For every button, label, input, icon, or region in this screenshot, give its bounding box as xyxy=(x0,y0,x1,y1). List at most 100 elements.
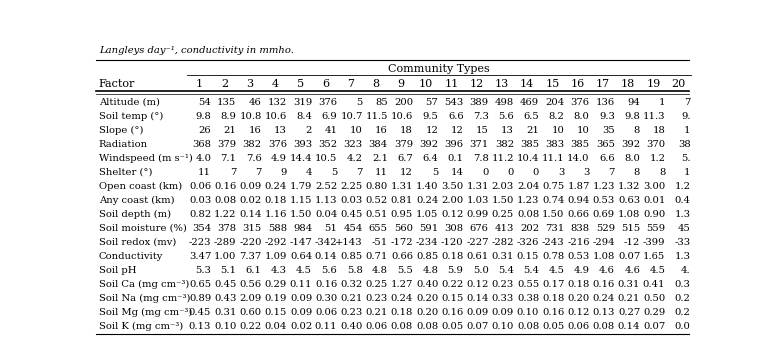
Text: 984: 984 xyxy=(293,224,312,233)
Text: 3: 3 xyxy=(246,79,254,89)
Text: 3.50: 3.50 xyxy=(441,182,463,191)
Text: 1.31: 1.31 xyxy=(466,182,489,191)
Text: 0.17: 0.17 xyxy=(542,280,565,289)
Text: 5.4: 5.4 xyxy=(498,266,514,275)
Text: 1.08: 1.08 xyxy=(617,210,640,219)
Text: 0.27: 0.27 xyxy=(618,308,640,317)
Text: 4.5: 4.5 xyxy=(650,266,666,275)
Text: 0.05: 0.05 xyxy=(441,322,463,331)
Text: 0.10: 0.10 xyxy=(492,322,514,331)
Text: 413: 413 xyxy=(495,224,514,233)
Text: 13: 13 xyxy=(274,126,287,135)
Text: 0.22: 0.22 xyxy=(240,322,262,331)
Text: 0.18: 0.18 xyxy=(391,308,413,317)
Text: 0.15: 0.15 xyxy=(441,294,463,303)
Text: 7.37: 7.37 xyxy=(240,252,262,261)
Text: 11.5: 11.5 xyxy=(365,112,388,121)
Text: 19: 19 xyxy=(647,79,660,89)
Text: 0.41: 0.41 xyxy=(643,280,666,289)
Text: 1.3: 1.3 xyxy=(675,210,691,219)
Text: 11.1: 11.1 xyxy=(542,154,565,163)
Text: 3: 3 xyxy=(583,168,590,177)
Text: 200: 200 xyxy=(394,98,413,107)
Text: 0.38: 0.38 xyxy=(517,294,539,303)
Text: 0.08: 0.08 xyxy=(214,196,237,205)
Text: 8: 8 xyxy=(659,168,666,177)
Text: 6.9: 6.9 xyxy=(322,112,337,121)
Text: 2.25: 2.25 xyxy=(340,182,362,191)
Text: 10.4: 10.4 xyxy=(517,154,539,163)
Text: 6.1: 6.1 xyxy=(246,266,262,275)
Text: 0.09: 0.09 xyxy=(492,308,514,317)
Text: 0.29: 0.29 xyxy=(643,308,666,317)
Text: 51: 51 xyxy=(325,224,337,233)
Text: 0.23: 0.23 xyxy=(365,294,388,303)
Text: 0.21: 0.21 xyxy=(365,308,388,317)
Text: 0.07: 0.07 xyxy=(466,322,489,331)
Text: -220: -220 xyxy=(239,238,262,247)
Text: 0.18: 0.18 xyxy=(264,196,287,205)
Text: 396: 396 xyxy=(444,140,463,149)
Text: 5.8: 5.8 xyxy=(347,266,362,275)
Text: -234: -234 xyxy=(416,238,438,247)
Text: 0.08: 0.08 xyxy=(416,322,438,331)
Text: -243: -243 xyxy=(542,238,565,247)
Text: 2.00: 2.00 xyxy=(441,196,463,205)
Text: 0.03: 0.03 xyxy=(340,196,362,205)
Text: 41: 41 xyxy=(324,126,337,135)
Text: 46: 46 xyxy=(249,98,262,107)
Text: 7.6: 7.6 xyxy=(246,154,262,163)
Text: Soil Ca (mg cm⁻³): Soil Ca (mg cm⁻³) xyxy=(99,280,189,289)
Text: 12: 12 xyxy=(425,126,438,135)
Text: 8.9: 8.9 xyxy=(221,112,237,121)
Text: 2.09: 2.09 xyxy=(240,294,262,303)
Text: 376: 376 xyxy=(268,140,287,149)
Text: 0.65: 0.65 xyxy=(189,280,211,289)
Text: 0.80: 0.80 xyxy=(365,182,388,191)
Text: 0.69: 0.69 xyxy=(593,210,615,219)
Text: 0.11: 0.11 xyxy=(290,280,312,289)
Text: 6.7: 6.7 xyxy=(398,154,413,163)
Text: -282: -282 xyxy=(492,238,514,247)
Text: 0.61: 0.61 xyxy=(466,252,489,261)
Text: -223: -223 xyxy=(188,238,211,247)
Text: -51: -51 xyxy=(372,238,388,247)
Text: 0.66: 0.66 xyxy=(391,252,413,261)
Text: 2.04: 2.04 xyxy=(517,182,539,191)
Text: 9.3: 9.3 xyxy=(599,112,615,121)
Text: 7.3: 7.3 xyxy=(473,112,489,121)
Text: 1.50: 1.50 xyxy=(290,210,312,219)
Text: 7: 7 xyxy=(255,168,262,177)
Text: 132: 132 xyxy=(267,98,287,107)
Text: 0.53: 0.53 xyxy=(568,252,590,261)
Text: 45: 45 xyxy=(678,224,691,233)
Text: 0.4: 0.4 xyxy=(675,196,691,205)
Text: 0.20: 0.20 xyxy=(568,294,590,303)
Text: 11: 11 xyxy=(198,168,211,177)
Text: 838: 838 xyxy=(571,224,590,233)
Text: 1.2: 1.2 xyxy=(650,154,666,163)
Text: 0.16: 0.16 xyxy=(214,182,237,191)
Text: 0.56: 0.56 xyxy=(240,280,262,289)
Text: 5.3: 5.3 xyxy=(195,266,211,275)
Text: 0.75: 0.75 xyxy=(542,182,565,191)
Text: 8: 8 xyxy=(372,79,379,89)
Text: 0.23: 0.23 xyxy=(340,308,362,317)
Text: 0.18: 0.18 xyxy=(568,280,590,289)
Text: 4.6: 4.6 xyxy=(624,266,640,275)
Text: 4.5: 4.5 xyxy=(548,266,565,275)
Text: 0.52: 0.52 xyxy=(365,196,388,205)
Text: 1.08: 1.08 xyxy=(593,252,615,261)
Text: 0.64: 0.64 xyxy=(290,252,312,261)
Text: 1.05: 1.05 xyxy=(416,210,438,219)
Text: 0.24: 0.24 xyxy=(593,294,615,303)
Text: 0.24: 0.24 xyxy=(391,294,413,303)
Text: 0.03: 0.03 xyxy=(189,196,211,205)
Text: 1.16: 1.16 xyxy=(264,210,287,219)
Text: 0.16: 0.16 xyxy=(542,308,565,317)
Text: 368: 368 xyxy=(192,140,211,149)
Text: 0.24: 0.24 xyxy=(416,196,438,205)
Text: 560: 560 xyxy=(394,224,413,233)
Text: 5.9: 5.9 xyxy=(447,266,463,275)
Text: 385: 385 xyxy=(520,140,539,149)
